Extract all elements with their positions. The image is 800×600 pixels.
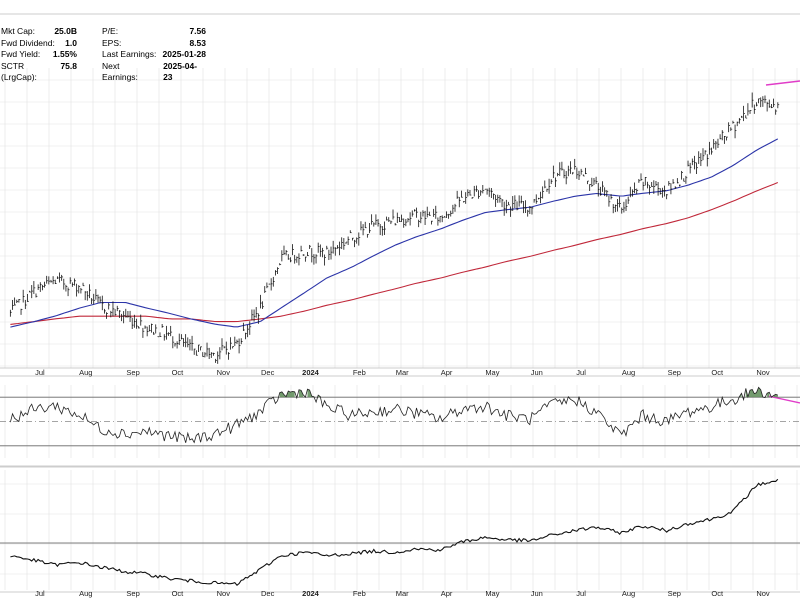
x-tick-label: Aug [622, 589, 635, 598]
stat-value: 2025-04-23 [163, 60, 198, 83]
stat-value: 75.8 [60, 60, 77, 71]
stat-value: 1.55% [52, 49, 77, 60]
stats-left: Mkt Cap: 25.0B Fwd Dividend: 1.0 Fwd Yield… [1, 26, 77, 84]
x-tick-label: 2024 [302, 589, 320, 598]
x-tick-label: Nov [756, 589, 770, 598]
x-tick-label: Jun [531, 368, 543, 377]
x-tick-label: Nov [756, 368, 770, 377]
x-tick-label: Apr [441, 368, 453, 377]
stat-row: Last Earnings: 2025-01-28 [102, 49, 206, 61]
x-tick-label: Aug [622, 368, 635, 377]
stat-label: Mkt Cap: [1, 26, 36, 36]
stat-label: SCTR (LrgCap): [1, 60, 37, 83]
rsi-panel [10, 386, 778, 444]
x-tick-label: Aug [79, 589, 92, 598]
x-tick-label: Nov [217, 368, 231, 377]
x-tick-label: Apr [441, 589, 453, 598]
stat-value: 7.56 [189, 26, 206, 36]
x-tick-label: May [485, 589, 499, 598]
stat-label: Last Earnings: [102, 49, 157, 60]
stats-right: P/E: 7.56 EPS: 8.53 Last Earnings: 2025-01-… [102, 26, 206, 84]
x-tick-label: Oct [172, 368, 185, 377]
x-axis-labels-price: Jul Aug Sep Oct Nov Dec 2024 Feb Mar Apr May Jun Jul… [35, 368, 770, 377]
x-tick-label: Feb [353, 368, 366, 377]
ma200-layer [10, 181, 779, 325]
price-trendline [765, 80, 800, 86]
ma50-layer [10, 138, 779, 328]
price-bars [9, 92, 780, 364]
stat-value: 1.0 [65, 37, 77, 48]
stat-label: Next Earnings: [102, 60, 138, 83]
rsi-overbought-fill [298, 389, 304, 398]
stat-value: 2025-01-28 [162, 49, 206, 60]
grid [0, 68, 800, 590]
stat-row: Mkt Cap: 25.0B [1, 26, 77, 38]
x-tick-label: Mar [396, 368, 409, 377]
rsi-overbought-fill [767, 392, 770, 398]
trendlines [765, 80, 800, 404]
panel-borders [0, 13, 800, 593]
stat-label: EPS: [102, 37, 122, 48]
stat-label: Fwd Yield: [1, 49, 41, 60]
x-tick-label: May [485, 368, 499, 377]
stat-row: P/E: 7.56 [102, 26, 206, 38]
stat-value: 25.0B [54, 26, 77, 36]
ma50-line [10, 138, 779, 328]
x-tick-label: Dec [261, 368, 275, 377]
x-tick-label: Jun [531, 589, 543, 598]
x-tick-label: 2024 [302, 368, 320, 377]
stat-value: 8.53 [189, 37, 206, 48]
x-tick-label: Dec [261, 589, 275, 598]
x-tick-label: Sep [126, 589, 139, 598]
x-tick-label: Feb [353, 589, 366, 598]
stat-row: Fwd Dividend: 1.0 [1, 38, 77, 50]
x-axis-labels-bottom: Jul Aug Sep Oct Nov Dec 2024 Feb Mar Apr May Jun Jul… [35, 589, 770, 598]
x-tick-label: Jul [576, 368, 586, 377]
rsi-trendline [767, 395, 800, 404]
x-tick-label: Mar [396, 589, 409, 598]
stat-row: Fwd Yield: 1.55% [1, 49, 77, 61]
ma200-line [10, 181, 779, 325]
stat-label: P/E: [102, 26, 119, 36]
stat-row: SCTR (LrgCap): 75.8 [1, 61, 77, 84]
rsi-overbought-fill [745, 387, 763, 398]
x-tick-label: Jul [35, 589, 45, 598]
x-tick-label: Sep [126, 368, 139, 377]
x-tick-label: Oct [711, 589, 724, 598]
x-tick-label: Oct [711, 368, 724, 377]
stat-label: Fwd Dividend: [1, 37, 55, 48]
x-tick-label: Sep [668, 368, 681, 377]
relative-strength-panel [10, 478, 779, 586]
rsi-line [10, 386, 778, 444]
x-tick-label: Aug [79, 368, 92, 377]
x-tick-label: Nov [217, 589, 231, 598]
x-tick-label: Oct [172, 589, 185, 598]
stat-row: Next Earnings: 2025-04-23 [102, 61, 206, 84]
x-tick-label: Jul [576, 589, 586, 598]
stat-row: EPS: 8.53 [102, 38, 206, 50]
x-tick-label: Sep [668, 589, 681, 598]
relative-strength-line [10, 478, 779, 586]
x-tick-label: Jul [35, 368, 45, 377]
